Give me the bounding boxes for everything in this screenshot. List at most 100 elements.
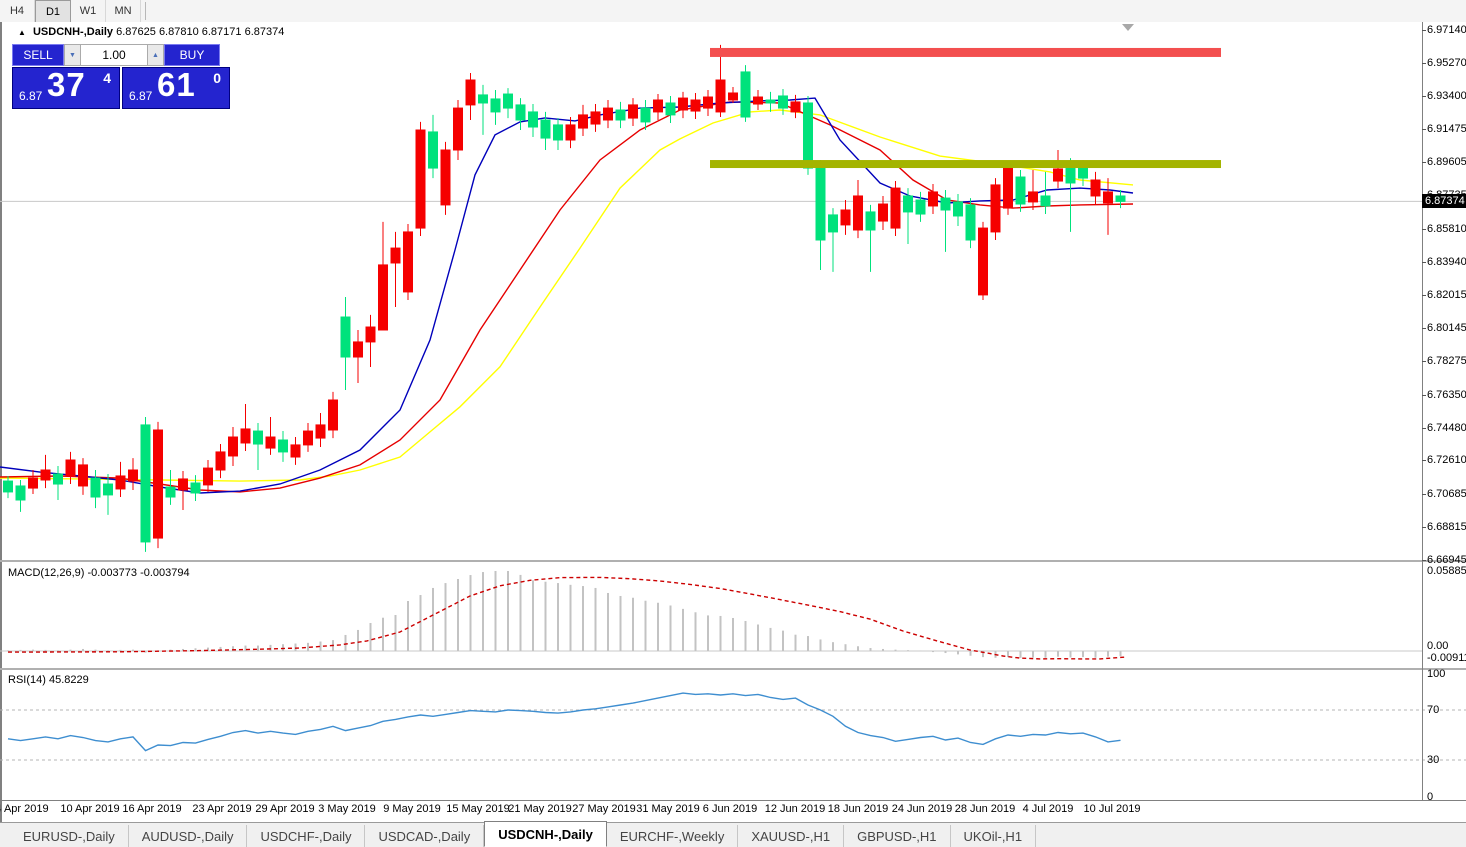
candle-body (953, 201, 963, 217)
rsi-axis-label: 100 (1427, 668, 1446, 680)
timeframe-button-mn[interactable]: MN (106, 0, 141, 22)
panel-splitter-macd[interactable] (0, 560, 1466, 562)
candle-body (303, 430, 313, 446)
candle-body (990, 184, 1001, 233)
date-label: 24 Jun 2019 (891, 803, 953, 815)
rsi-label: RSI(14) 45.8229 (8, 674, 89, 686)
date-label: 10 Jul 2019 (1083, 803, 1141, 815)
candle-body (428, 131, 438, 169)
panel-splitter-rsi[interactable] (0, 668, 1466, 670)
candle-body (278, 439, 288, 453)
tab-usdcad-daily[interactable]: USDCAD-,Daily (365, 825, 485, 847)
candle-body (253, 430, 263, 445)
chart-tab-bar: EURUSD-,Daily AUDUSD-,Daily USDCHF-,Daily U… (0, 821, 1466, 847)
tab-eurchf-weekly[interactable]: EURCHF-,Weekly (607, 825, 739, 847)
price-tick-label: 6.89605 (1427, 156, 1466, 168)
candle-body (565, 124, 576, 141)
price-tick-mark (1422, 229, 1426, 230)
price-tick-label: 6.83940 (1427, 256, 1466, 268)
sell-button[interactable]: SELL (12, 44, 64, 66)
volume-decrease-button[interactable]: ▼ (64, 44, 81, 66)
candle-body (640, 107, 651, 123)
tab-usdchf-daily[interactable]: USDCHF-,Daily (247, 825, 366, 847)
candle-body (878, 203, 888, 222)
candle-body (90, 477, 101, 498)
volume-input[interactable] (81, 44, 147, 66)
tab-gbpusd-h1[interactable]: GBPUSD-,H1 (844, 825, 951, 847)
rsi-axis-label: 70 (1427, 704, 1440, 716)
candle-body (265, 436, 276, 449)
tab-usdcnh-daily[interactable]: USDCNH-,Daily (484, 821, 607, 847)
price-tick-label: 6.97140 (1427, 24, 1466, 36)
buy-button[interactable]: BUY (164, 44, 220, 66)
candle-body (928, 191, 938, 207)
buy-price-box[interactable]: 6.87 61 0 (122, 66, 230, 109)
candle-body (615, 109, 626, 121)
price-tick-mark (1422, 63, 1426, 64)
macd-axis-label: 0.058851 (1427, 565, 1466, 577)
candle-body (28, 477, 38, 489)
date-label: 27 May 2019 (572, 803, 636, 815)
price-tick-label: 6.70685 (1427, 488, 1466, 500)
candle-body (828, 214, 838, 233)
date-label: 10 Apr 2019 (60, 803, 120, 815)
price-tick-label: 6.85810 (1427, 223, 1466, 235)
candle-body (865, 211, 876, 231)
candle-body (678, 97, 688, 111)
candle-body (103, 483, 113, 496)
one-click-trading-panel: SELL ▼ ▲ BUY 6.87 37 4 6.87 61 0 (12, 44, 232, 109)
candle-body (378, 264, 388, 331)
tab-eurusd-daily[interactable]: EURUSD-,Daily (10, 825, 129, 847)
candle-body (1090, 179, 1101, 197)
rsi-axis-label: 0 (1427, 791, 1434, 803)
date-label: 16 Apr 2019 (122, 803, 182, 815)
price-tick-label: 6.72610 (1427, 454, 1466, 466)
price-tick-label: 6.74480 (1427, 422, 1466, 434)
candle-body (53, 473, 63, 485)
collapse-trade-panel-icon[interactable]: ▲ (18, 28, 26, 37)
candle-body (128, 469, 138, 482)
candle-body (415, 129, 426, 229)
candle-body (353, 341, 363, 358)
candle-body (765, 99, 776, 104)
date-axis-border (0, 800, 1466, 801)
date-label: 6 Jun 2019 (702, 803, 758, 815)
candle-body (965, 204, 976, 241)
candle-body (1015, 176, 1026, 205)
timeframe-button-d1[interactable]: D1 (35, 0, 71, 22)
candle-body (653, 99, 663, 113)
candle-body (1003, 167, 1013, 209)
candle-body (690, 99, 701, 112)
support-line[interactable] (710, 160, 1221, 169)
sell-price-pip: 4 (103, 70, 111, 86)
chart-shift-marker-icon[interactable] (1122, 24, 1134, 31)
rsi-line (7, 692, 1121, 752)
tab-ukoil-h1[interactable]: UKOil-,H1 (951, 825, 1037, 847)
date-label: 4 Jul 2019 (1022, 803, 1074, 815)
candle-body (453, 107, 463, 151)
volume-increase-button[interactable]: ▲ (147, 44, 164, 66)
price-tick-mark (1422, 295, 1426, 296)
candle-body (803, 102, 813, 169)
candle-body (115, 475, 126, 490)
candle-body (165, 486, 176, 498)
candle-body (190, 482, 201, 494)
candle-body (228, 436, 238, 457)
price-tick-mark (1422, 96, 1426, 97)
current-price-tag: 6.87374 (1422, 194, 1466, 208)
candle-body (540, 119, 551, 139)
candle-body (978, 227, 988, 296)
resistance-line[interactable] (710, 47, 1221, 57)
tab-audusd-daily[interactable]: AUDUSD-,Daily (129, 825, 248, 847)
timeframe-button-w1[interactable]: W1 (71, 0, 106, 22)
candle-body (515, 104, 526, 121)
candle-body (503, 93, 513, 109)
timeframe-button-h4[interactable]: H4 (0, 0, 35, 22)
sell-price-box[interactable]: 6.87 37 4 (12, 66, 120, 109)
macd-label: MACD(12,26,9) -0.003773 -0.003794 (8, 567, 190, 579)
candle-body (1078, 167, 1088, 179)
tab-xauusd-h1[interactable]: XAUUSD-,H1 (738, 825, 845, 847)
price-tick-label: 6.95270 (1427, 57, 1466, 69)
chart-window[interactable] (0, 22, 1466, 822)
